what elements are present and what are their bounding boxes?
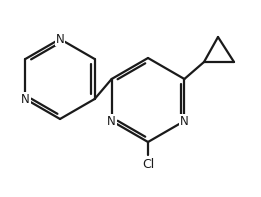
Text: N: N <box>107 114 116 127</box>
Text: Cl: Cl <box>142 157 154 170</box>
Text: N: N <box>21 93 30 106</box>
Text: N: N <box>56 33 64 46</box>
Text: N: N <box>180 114 189 127</box>
